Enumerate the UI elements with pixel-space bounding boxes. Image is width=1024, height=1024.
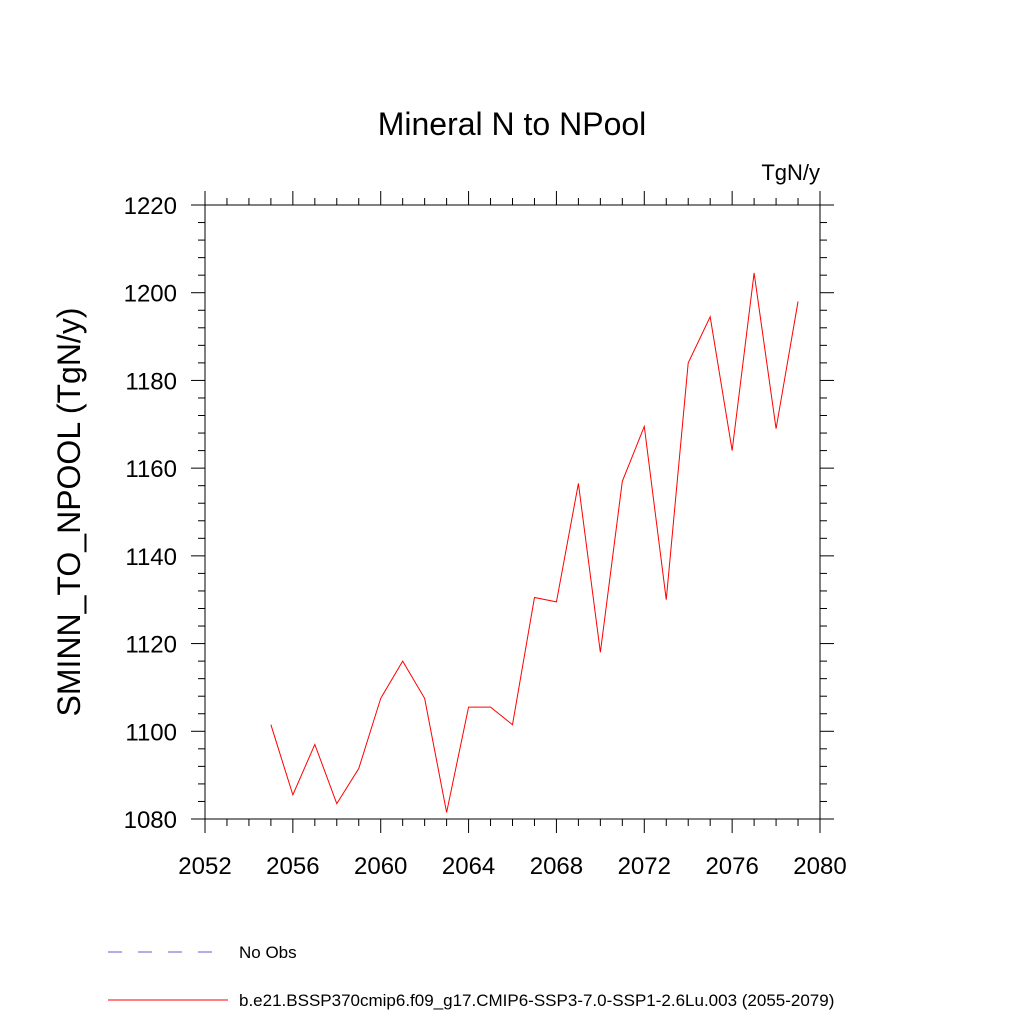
legend-label: No Obs — [239, 943, 297, 962]
tick-labels: 2052 2056 2060 2064 2068 2072 2076 2080 1080 1100… — [124, 193, 847, 880]
y-tick-label: 1080 — [124, 807, 177, 834]
y-tick-label: 1100 — [125, 719, 177, 746]
x-tick-label: 2056 — [266, 853, 319, 880]
x-tick-label: 2060 — [354, 853, 407, 880]
x-tick-label: 2080 — [793, 853, 846, 880]
series-line — [270, 272, 799, 813]
x-tick-label: 2072 — [618, 853, 671, 880]
series-group — [270, 272, 799, 813]
y-tick-label: 1200 — [124, 281, 177, 308]
y-tick-label: 1220 — [124, 193, 177, 220]
y-tick-label: 1160 — [125, 456, 177, 483]
x-tick-label: 2052 — [178, 853, 231, 880]
x-tick-label: 2076 — [705, 853, 758, 880]
chart-title: Mineral N to NPool — [378, 106, 647, 142]
legend-label: b.e21.BSSP370cmip6.f09_g17.CMIP6-SSP3-7.… — [239, 991, 834, 1010]
y-axis-label: SMINN_TO_NPOOL (TgN/y) — [51, 308, 87, 717]
x-tick-label: 2068 — [530, 853, 583, 880]
y-tick-label: 1120 — [125, 632, 177, 659]
plot-frame — [204, 204, 821, 820]
y-tick-label: 1140 — [125, 544, 177, 571]
units-label: TgN/y — [761, 160, 820, 185]
legend: No Obs b.e21.BSSP370cmip6.f09_g17.CMIP6-S… — [108, 943, 834, 1010]
axis-ticks — [191, 191, 834, 833]
y-tick-label: 1180 — [125, 368, 177, 395]
x-tick-label: 2064 — [442, 853, 495, 880]
